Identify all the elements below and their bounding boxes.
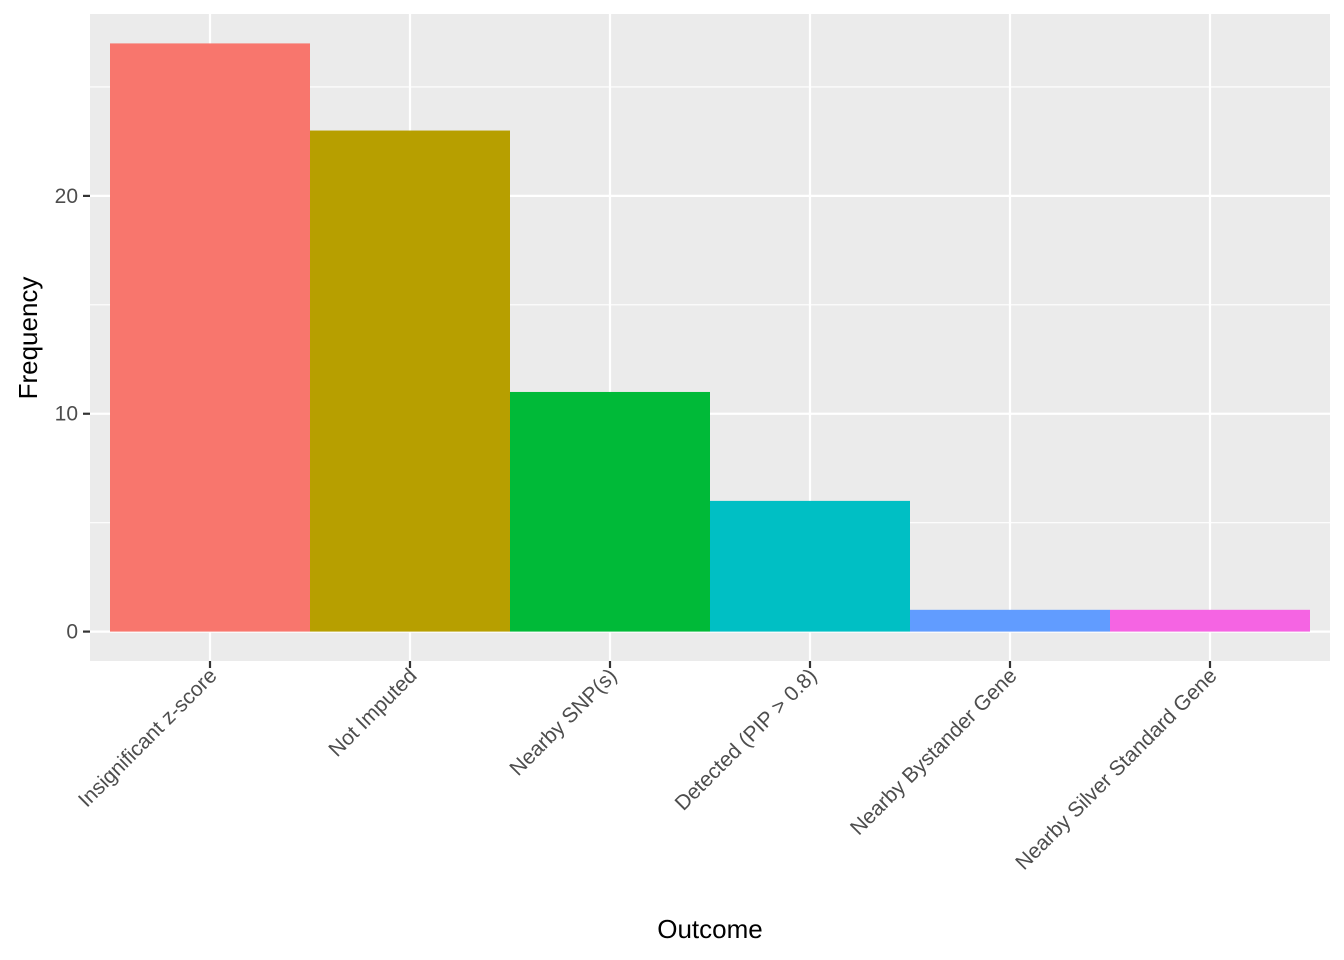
y-tick-label: 20 xyxy=(55,185,78,208)
bars xyxy=(110,43,1310,632)
bar xyxy=(110,43,310,632)
x-axis: Insignificant z-score Not Imputed Nearby S… xyxy=(74,661,1222,875)
y-axis-title: Frequency xyxy=(13,277,43,400)
bar xyxy=(310,130,510,632)
bar xyxy=(710,500,910,632)
x-tick-label: Nearby Silver Standard Gene xyxy=(1011,664,1221,874)
x-tick-label: Detected (PIP > 0.8) xyxy=(671,664,822,815)
y-axis: 0 10 20 xyxy=(55,185,90,644)
x-tick-label: Nearby SNP(s) xyxy=(505,664,621,780)
x-tick-label: Insignificant z-score xyxy=(74,664,221,811)
bar xyxy=(1110,609,1310,632)
y-tick-label: 0 xyxy=(66,621,78,644)
bar xyxy=(510,391,710,632)
bar xyxy=(910,609,1110,632)
x-tick-label: Not Imputed xyxy=(324,664,421,761)
y-tick-label: 10 xyxy=(55,403,78,426)
x-axis-title: Outcome xyxy=(657,914,763,944)
x-tick-label: Nearby Bystander Gene xyxy=(846,664,1022,840)
